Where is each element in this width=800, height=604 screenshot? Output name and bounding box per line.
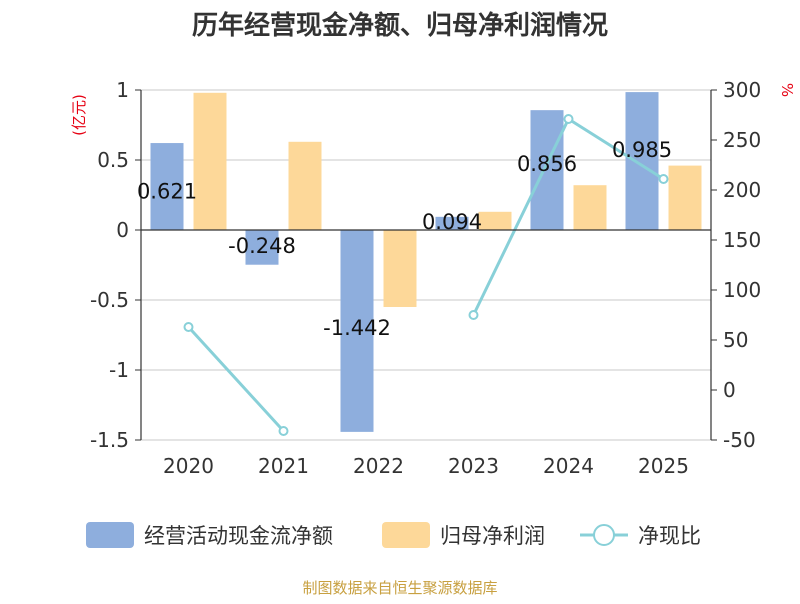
- cashflow-data-label: 0.094: [422, 210, 482, 234]
- legend-label-profit: 归母净利润: [440, 524, 545, 548]
- ratio-point: [658, 174, 669, 184]
- left-tick-label: 0: [116, 218, 129, 242]
- right-tick-label: 100: [723, 278, 761, 302]
- bar-net-profit: [288, 141, 322, 230]
- bar-operating-cashflow: [435, 216, 469, 230]
- cashflow-data-label: -1.442: [323, 316, 391, 340]
- left-tick-label: -1.5: [90, 428, 129, 452]
- right-tick-label: 200: [723, 178, 761, 202]
- bar-net-profit: [383, 230, 417, 307]
- data-labels: 0.621 -0.248 -1.442 0.094 0.856 0.985: [137, 138, 672, 340]
- x-tick-label: 2021: [258, 454, 309, 478]
- legend-label-ratio: 净现比: [638, 524, 701, 548]
- left-tick-label: -0.5: [90, 288, 129, 312]
- bar-operating-cashflow: [625, 92, 659, 230]
- bars: [150, 92, 702, 432]
- cashflow-data-label: 0.856: [517, 152, 577, 176]
- right-tick-label: 300: [723, 78, 761, 102]
- axes: 1 0.5 0 -0.5 -1 -1.5 300 250 200 150 100 50 0 -50 2020…: [90, 78, 761, 478]
- legend-swatch-profit: [382, 522, 430, 548]
- ratio-point: [278, 426, 289, 436]
- left-tick-label: -1: [109, 358, 129, 382]
- x-tick-label: 2022: [353, 454, 404, 478]
- bar-net-profit: [573, 185, 607, 230]
- cashflow-data-label: 0.621: [137, 180, 197, 204]
- right-tick-label: 50: [723, 328, 748, 352]
- right-tick-label: 0: [723, 378, 736, 402]
- right-tick-label: 150: [723, 228, 761, 252]
- cashflow-data-label: -0.248: [228, 234, 296, 258]
- right-tick-label: 250: [723, 128, 761, 152]
- bar-operating-cashflow: [530, 110, 564, 230]
- left-axis-unit: (亿元): [70, 94, 88, 136]
- legend-label-cashflow: 经营活动现金流净额: [144, 524, 333, 548]
- ratio-point: [183, 322, 194, 332]
- x-tick-label: 2023: [448, 454, 499, 478]
- bar-operating-cashflow: [340, 230, 374, 432]
- left-tick-label: 1: [116, 78, 129, 102]
- bar-net-profit: [668, 165, 702, 230]
- ratio-point: [563, 114, 574, 124]
- bar-operating-cashflow: [245, 230, 279, 265]
- bar-operating-cashflow: [150, 143, 184, 230]
- right-tick-label: -50: [723, 428, 756, 452]
- x-tick-label: 2024: [543, 454, 594, 478]
- ratio-line-segment: [187, 325, 285, 433]
- legend[interactable]: 经营活动现金流净额 归母净利润 净现比: [86, 522, 701, 548]
- bar-net-profit: [478, 211, 512, 230]
- ratio-line: [183, 114, 669, 436]
- cashflow-data-label: 0.985: [612, 138, 672, 162]
- right-axis-unit: %: [778, 83, 796, 97]
- x-tick-label: 2025: [638, 454, 689, 478]
- legend-swatch-ratio-marker: [593, 524, 615, 546]
- legend-swatch-cashflow: [86, 522, 134, 548]
- x-tick-label: 2020: [163, 454, 214, 478]
- ratio-point: [468, 310, 479, 320]
- chart-title: 历年经营现金净额、归母净利润情况: [192, 10, 608, 41]
- bar-net-profit: [193, 92, 227, 230]
- footer-source: 制图数据来自恒生聚源数据库: [302, 579, 497, 597]
- left-tick-label: 0.5: [97, 148, 129, 172]
